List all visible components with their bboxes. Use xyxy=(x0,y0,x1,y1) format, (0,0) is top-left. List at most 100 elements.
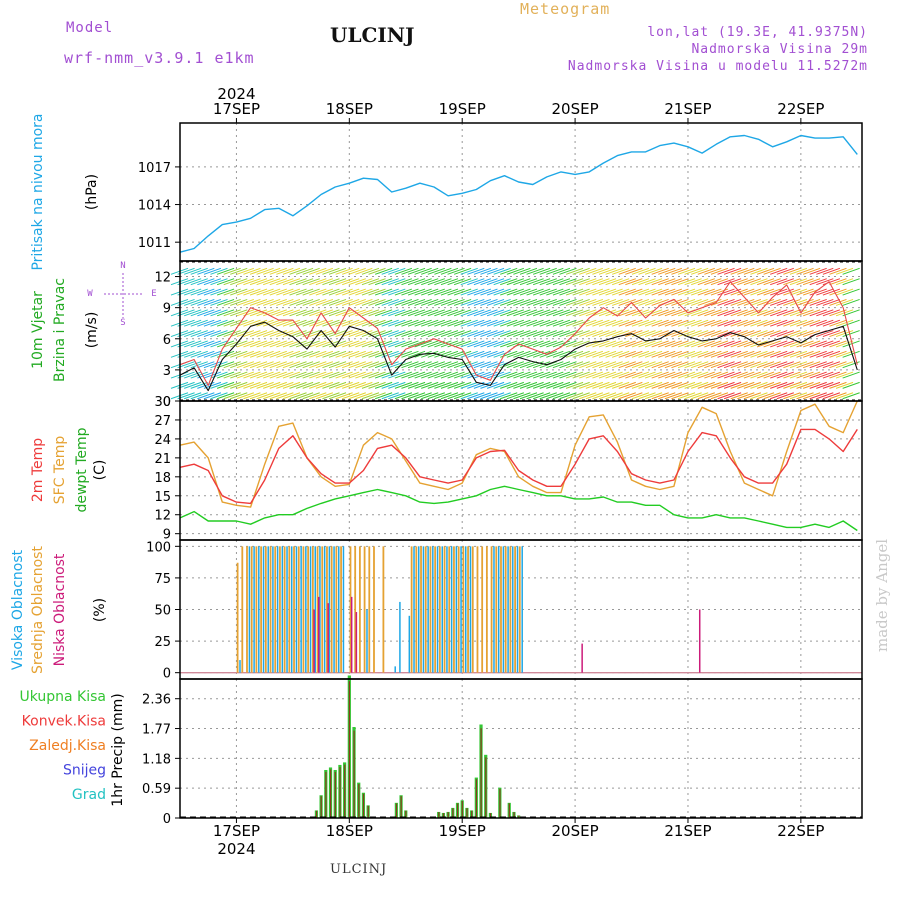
wind-barb xyxy=(486,309,505,317)
wind-barb xyxy=(750,350,768,358)
wind-barb xyxy=(822,350,841,358)
wind-barb xyxy=(315,350,334,358)
wind-barb xyxy=(730,371,748,379)
wind-barb xyxy=(605,298,623,306)
wind-barb xyxy=(802,278,821,286)
wind-barb xyxy=(282,288,301,296)
wind-barb xyxy=(546,361,564,369)
wind-barb xyxy=(664,350,683,358)
wind-barb xyxy=(302,309,320,317)
wind-barb xyxy=(756,288,775,296)
wind-barb xyxy=(783,361,801,369)
wind-barb xyxy=(631,267,650,275)
x-day-label-bottom: 21SEP xyxy=(664,822,711,840)
wind-barb xyxy=(684,371,702,379)
wind-barb xyxy=(572,350,590,358)
wind-barb xyxy=(710,298,729,306)
wind-barb xyxy=(710,319,729,327)
wind-barb xyxy=(710,392,729,400)
wind-barb xyxy=(243,278,261,286)
wind-barb xyxy=(671,298,689,306)
wind-barb xyxy=(565,340,584,348)
wind-barb xyxy=(486,330,505,338)
wind-barb xyxy=(730,381,748,389)
wind-barb xyxy=(809,381,827,389)
wind-barb xyxy=(559,392,577,400)
wind-barb xyxy=(447,371,465,379)
x-day-label-bottom: 18SEP xyxy=(326,822,373,840)
wind-barb xyxy=(651,298,669,306)
wind-barb xyxy=(730,298,748,306)
wind-barb xyxy=(223,309,241,317)
wind-barb xyxy=(592,350,610,358)
wind-barb xyxy=(572,330,590,338)
altitude-label: Nadmorska Visina 29m xyxy=(691,42,868,57)
wind-barb xyxy=(480,330,498,338)
wind-barb xyxy=(355,350,373,358)
wind-barb xyxy=(473,340,492,348)
wind-barb xyxy=(835,350,854,358)
wind-barb xyxy=(559,309,577,317)
wind-barb xyxy=(822,288,841,296)
wind-barb xyxy=(829,267,847,275)
wind-barb xyxy=(302,392,320,400)
wind-barb xyxy=(750,340,768,348)
wind-barb xyxy=(190,298,208,306)
precip-legend-item: Zaledj.Kisa xyxy=(29,738,106,754)
wind-barb xyxy=(388,330,406,338)
wind-barb xyxy=(539,278,557,286)
wind-barb xyxy=(309,340,327,348)
wind-barb xyxy=(381,267,399,275)
wind-barb xyxy=(809,350,827,358)
wind-barb xyxy=(658,381,676,389)
wind-barb xyxy=(256,298,274,306)
wind-barb xyxy=(796,350,814,358)
wind-barb xyxy=(631,278,650,286)
wind-barb xyxy=(302,371,320,379)
wind-barb xyxy=(348,278,366,286)
wind-barb xyxy=(631,361,650,369)
wind-barb xyxy=(579,392,597,400)
y-tick-label: 25 xyxy=(154,635,171,650)
wind-barb xyxy=(374,361,393,369)
wind-barb xyxy=(447,330,465,338)
wind-barb xyxy=(388,288,406,296)
wind-barb xyxy=(230,309,248,317)
wind-barb xyxy=(598,319,617,327)
wind-barb xyxy=(249,350,268,358)
wind-barb xyxy=(809,392,827,400)
wind-barb xyxy=(374,298,393,306)
wind-barb xyxy=(249,330,268,338)
wind-barb xyxy=(796,267,814,275)
wind-barb xyxy=(644,298,663,306)
wind-barb xyxy=(612,298,630,306)
wind-barb xyxy=(434,278,452,286)
wind-barb xyxy=(789,267,808,275)
wind-barb xyxy=(407,340,426,348)
wind-barb xyxy=(493,309,511,317)
wind-barb xyxy=(276,381,294,389)
wind-barb xyxy=(625,319,643,327)
wind-barb xyxy=(519,361,538,369)
wind-barb xyxy=(598,267,617,275)
wind-barb xyxy=(644,392,663,400)
wind-barb xyxy=(236,288,255,296)
y-tick-label: 0 xyxy=(163,667,171,682)
precip-conv-bar xyxy=(508,803,510,818)
wind-barb xyxy=(756,278,775,286)
precip-conv-bar xyxy=(457,803,459,818)
wind-barb xyxy=(335,298,353,306)
wind-barb xyxy=(612,330,630,338)
wind-barb xyxy=(572,267,590,275)
wind-barb xyxy=(414,381,432,389)
wind-barb xyxy=(276,267,294,275)
wind-barb xyxy=(427,371,445,379)
precip-conv-bar xyxy=(339,767,341,818)
wind-barb xyxy=(638,298,656,306)
wind-barb xyxy=(684,340,702,348)
wind-barb xyxy=(486,298,505,306)
station-title: ULCINJ xyxy=(330,23,415,47)
wind-barb xyxy=(322,288,340,296)
wind-barb xyxy=(361,298,380,306)
wind-barb xyxy=(388,319,406,327)
